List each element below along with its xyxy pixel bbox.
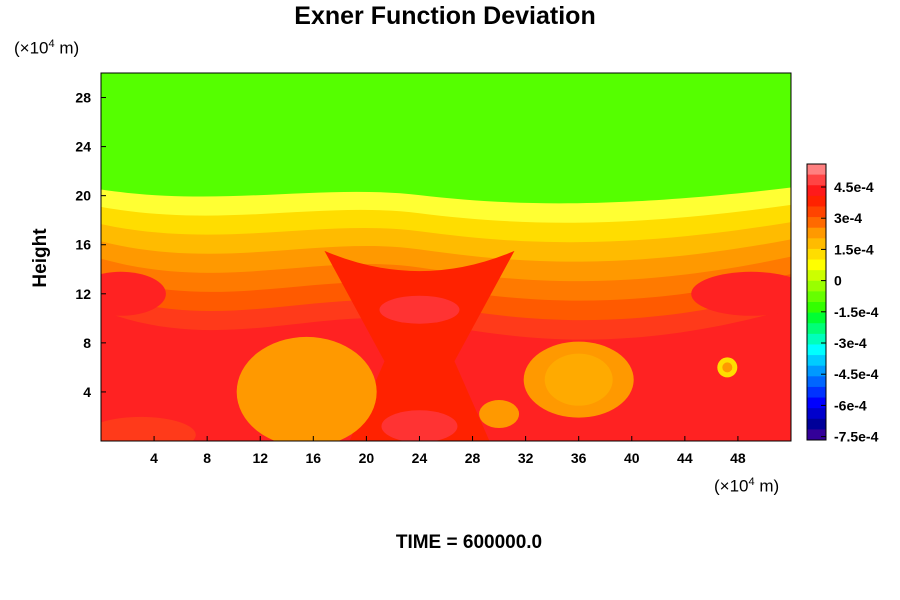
colorbar-swatch bbox=[807, 312, 826, 324]
x-tick-label: 4 bbox=[150, 450, 158, 466]
chart-title: Exner Function Deviation bbox=[294, 2, 596, 30]
x-tick-label: 48 bbox=[730, 450, 746, 466]
y-axis-ticks: 4 8 12 16 20 24 28 bbox=[75, 90, 106, 400]
edge-cell bbox=[101, 416, 196, 441]
colorbar-swatch bbox=[807, 418, 826, 430]
y-tick-label: 12 bbox=[75, 286, 91, 302]
colorbar-swatch bbox=[807, 164, 826, 176]
x-axis-unit: (×104 m) bbox=[714, 476, 780, 496]
time-footer: TIME = 600000.0 bbox=[395, 532, 543, 553]
colorbar-swatch bbox=[807, 291, 826, 303]
colorbar-swatch bbox=[807, 270, 826, 282]
colorbar-tick-label: 1.5e-4 bbox=[834, 241, 874, 257]
colorbar-swatch bbox=[807, 248, 826, 261]
colorbar-swatch bbox=[807, 333, 826, 345]
colorbar-swatch bbox=[807, 386, 826, 399]
colorbar-swatch bbox=[807, 429, 826, 441]
colorbar-swatch bbox=[807, 238, 826, 250]
x-tick-label: 16 bbox=[306, 450, 322, 466]
x-tick-label: 28 bbox=[465, 450, 481, 466]
colorbar-swatch bbox=[807, 174, 826, 186]
x-tick-label: 8 bbox=[203, 450, 211, 466]
colorbar-tick-label: -1.5e-4 bbox=[834, 304, 879, 320]
colorbar-swatch bbox=[807, 397, 826, 409]
colorbar-swatch bbox=[807, 408, 826, 420]
colorbar-swatch bbox=[807, 206, 826, 218]
y-axis-unit: (×104 m) bbox=[14, 38, 80, 58]
colorbar-frame bbox=[806, 163, 827, 441]
contour-field bbox=[101, 73, 791, 441]
colorbar-tick-label: -4.5e-4 bbox=[834, 366, 879, 382]
x-tick-label: 32 bbox=[518, 450, 534, 466]
y-tick-label: 20 bbox=[75, 188, 91, 204]
x-tick-label: 36 bbox=[571, 450, 587, 466]
x-tick-label: 12 bbox=[252, 450, 268, 466]
colorbar-tick-label: -3e-4 bbox=[834, 335, 867, 351]
x-tick-label: 44 bbox=[677, 450, 693, 466]
colorbar-swatch bbox=[807, 365, 826, 377]
colorbar-swatch bbox=[807, 355, 826, 367]
colorbar-ticks: 4.5e-4 3e-4 1.5e-4 0 -1.5e-4 -3e-4 -4.5e-4 -6e-… bbox=[821, 179, 879, 445]
colorbar-swatch bbox=[807, 280, 826, 292]
colorbar-swatch bbox=[807, 259, 826, 271]
x-tick-label: 24 bbox=[412, 450, 428, 466]
colorbar-tick-label: -7.5e-4 bbox=[834, 429, 879, 445]
y-tick-label: 16 bbox=[75, 237, 91, 253]
plot-frame bbox=[100, 72, 792, 442]
colorbar-swatch bbox=[807, 344, 826, 356]
cool-core bbox=[544, 353, 613, 406]
colorbar-swatch bbox=[807, 323, 826, 335]
colorbar-tick-label: 0 bbox=[834, 273, 842, 289]
surface-cell bbox=[381, 410, 458, 441]
edge-cell bbox=[691, 271, 791, 316]
y-tick-label: 8 bbox=[83, 335, 91, 351]
x-axis-ticks: 4 8 12 16 20 24 28 32 36 40 44 48 bbox=[150, 436, 746, 466]
colorbar-swatch bbox=[807, 227, 826, 239]
y-tick-label: 24 bbox=[75, 139, 91, 155]
colorbar-swatch bbox=[807, 302, 826, 314]
colorbar-swatch bbox=[807, 185, 826, 197]
colorbar bbox=[806, 163, 827, 441]
colorbar-swatch bbox=[807, 195, 826, 207]
y-tick-label: 28 bbox=[75, 90, 91, 106]
y-tick-label: 4 bbox=[83, 384, 91, 400]
colorbar-swatch bbox=[807, 217, 826, 229]
x-tick-label: 40 bbox=[624, 450, 640, 466]
cool-lobe bbox=[479, 400, 520, 429]
central-cell bbox=[379, 295, 460, 324]
colorbar-tick-label: 3e-4 bbox=[834, 210, 862, 226]
colorbar-tick-label: 4.5e-4 bbox=[834, 179, 874, 195]
colorbar-swatch bbox=[807, 376, 826, 388]
cool-lobe bbox=[236, 336, 377, 441]
small-cell-core bbox=[722, 362, 733, 373]
edge-cell bbox=[101, 271, 166, 316]
x-tick-label: 20 bbox=[359, 450, 375, 466]
colorbar-tick-label: -6e-4 bbox=[834, 397, 867, 413]
